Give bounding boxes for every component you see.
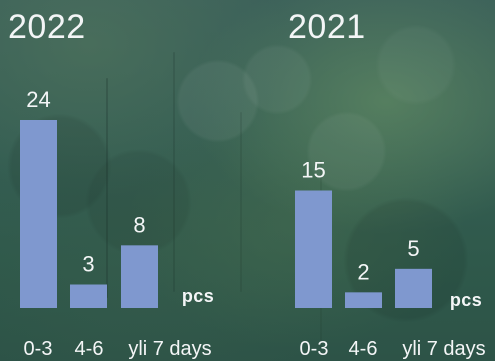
bar-value-label: 3	[82, 252, 94, 277]
category-label: 4-6	[349, 338, 378, 360]
bar	[20, 120, 57, 308]
bar-value-label: 5	[407, 236, 419, 261]
category-label: 0-3	[24, 338, 53, 360]
bar-value-label: 2	[357, 259, 369, 284]
chart-2022: 2022 24 0-3 3 4-6 8 yli 7 days pcs	[8, 8, 214, 360]
unit-label: pcs	[182, 286, 214, 306]
bar	[70, 284, 107, 308]
bar	[121, 245, 158, 308]
chart-title: 2021	[288, 8, 366, 46]
tree-trunk	[106, 78, 108, 298]
category-label: yli 7 days	[128, 338, 211, 360]
bar-value-label: 8	[133, 212, 145, 237]
chart-title: 2022	[8, 8, 86, 46]
bar-value-label: 15	[301, 158, 325, 183]
category-label: 4-6	[75, 338, 104, 360]
tree-trunk	[240, 112, 242, 292]
chart-2021: 2021 15 0-3 2 4-6 5 yli 7 days pcs	[248, 0, 495, 361]
bar-value-label: 24	[26, 87, 50, 112]
unit-label: pcs	[450, 290, 482, 310]
category-label: 0-3	[300, 338, 329, 360]
bar	[395, 268, 432, 308]
tree-trunk	[173, 52, 175, 292]
category-label: yli 7 days	[402, 338, 485, 360]
chart-svg: 24 0-3 3 4-6 8 yli 7 days pcs	[20, 87, 214, 360]
bar	[345, 292, 382, 308]
bar	[295, 190, 332, 308]
chart-svg: 15 0-3 2 4-6 5 yli 7 days pcs	[295, 158, 486, 360]
